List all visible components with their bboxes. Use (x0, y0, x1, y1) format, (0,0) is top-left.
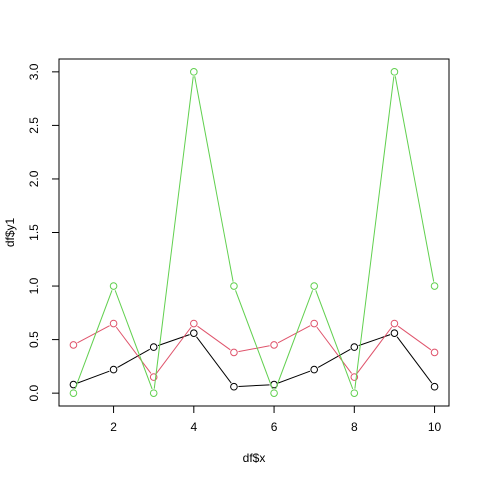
series-2-segment (115, 326, 152, 374)
series-3-point (310, 282, 318, 290)
series-1-point (109, 365, 118, 374)
series-1-segment (77, 370, 110, 384)
series-2 (69, 319, 439, 381)
series-3-segment (315, 290, 354, 390)
series-2-point (310, 319, 318, 328)
series-3-segment (74, 290, 113, 390)
series-1-segment (117, 348, 151, 368)
series-3-segment (394, 76, 435, 282)
x-tick-label: 8 (351, 420, 358, 434)
series-1-segment (396, 336, 433, 384)
series-2-point (390, 319, 399, 328)
series-2-point (69, 341, 78, 349)
series-2-segment (316, 326, 353, 374)
plot-box (58, 58, 450, 407)
y-tick-label: 0.0 (27, 384, 41, 401)
series-3-segment (354, 76, 395, 389)
x-tick-label: 6 (271, 420, 278, 434)
series-3 (69, 68, 439, 397)
y-axis-label: df$y1 (3, 217, 17, 247)
y-tick-label: 2.0 (27, 170, 41, 187)
series-3-point (190, 68, 198, 76)
series-3-segment (275, 290, 314, 390)
series-1-segment (278, 370, 311, 384)
series-2-segment (155, 326, 192, 374)
series-2-segment (238, 345, 270, 353)
series-2-point (270, 341, 278, 349)
series-2-segment (277, 325, 311, 344)
series-2-point (430, 348, 439, 357)
series-1-point (230, 382, 238, 391)
series-3-point (109, 282, 118, 290)
series-1-point (310, 365, 318, 374)
y-axis: 0.0 0.5 1.0 1.5 2.0 2.5 3.0 (27, 63, 60, 401)
series-2-segment (197, 325, 231, 351)
series-3-point (270, 389, 278, 397)
x-tick-label: 10 (428, 420, 442, 434)
series-3-segment (153, 76, 194, 389)
series-1-point (430, 382, 439, 391)
series-3-point (149, 389, 158, 397)
series-1-segment (317, 348, 351, 368)
series-2-segment (397, 325, 432, 351)
series-3-point (350, 389, 359, 397)
x-tick-label: 4 (190, 420, 197, 434)
series-2-point (350, 373, 359, 381)
series-1-point (149, 343, 158, 351)
series-3-point (230, 282, 238, 290)
series-3-point (69, 389, 78, 397)
y-tick-label: 2.5 (27, 117, 41, 134)
series-2-segment (77, 325, 110, 344)
series-2-point (109, 319, 118, 328)
series-2-point (190, 319, 198, 328)
series-2-segment (356, 326, 393, 374)
y-tick-label: 0.5 (27, 331, 41, 348)
series-3-point (430, 282, 439, 290)
series-1-segment (238, 384, 270, 387)
series-1-point (350, 343, 359, 351)
x-axis-label: df$x (243, 451, 266, 465)
series-1-segment (196, 336, 232, 384)
series-3-segment (114, 290, 153, 390)
series-1-point (190, 329, 198, 337)
series-layer (69, 68, 439, 397)
series-3-point (390, 68, 399, 76)
series-1-point (390, 329, 399, 337)
y-tick-label: 1.0 (27, 277, 41, 294)
series-3-segment (194, 76, 234, 282)
y-tick-label: 3.0 (27, 63, 41, 80)
x-axis: 2 4 6 8 10 (110, 405, 442, 434)
x-tick-label: 2 (110, 420, 117, 434)
series-2-point (149, 373, 158, 381)
series-3-segment (235, 290, 273, 390)
series-2-point (230, 348, 238, 357)
y-tick-label: 1.5 (27, 224, 41, 241)
